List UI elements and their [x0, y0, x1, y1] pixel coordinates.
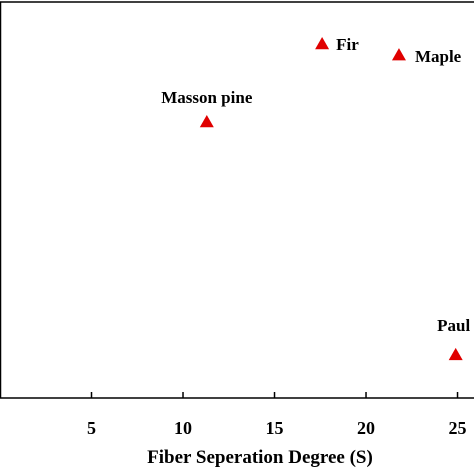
- x-tick-label: 20: [357, 418, 375, 438]
- x-tick-label: 25: [449, 418, 467, 438]
- marker: [391, 48, 406, 61]
- marker: [315, 36, 330, 50]
- x-tick-label: 10: [174, 418, 192, 438]
- x-tick-label: 15: [266, 418, 284, 438]
- x-tick-label: 5: [87, 418, 96, 438]
- point-label: Paul: [437, 316, 470, 335]
- point-label: Masson pine: [161, 88, 253, 107]
- marker: [199, 114, 214, 128]
- point-label: Fir: [336, 35, 359, 54]
- x-axis-label: Fiber Seperation Degree (S): [147, 447, 373, 468]
- marker: [448, 347, 463, 361]
- plot-frame: [0, 1, 474, 399]
- point-label: Maple: [415, 47, 462, 66]
